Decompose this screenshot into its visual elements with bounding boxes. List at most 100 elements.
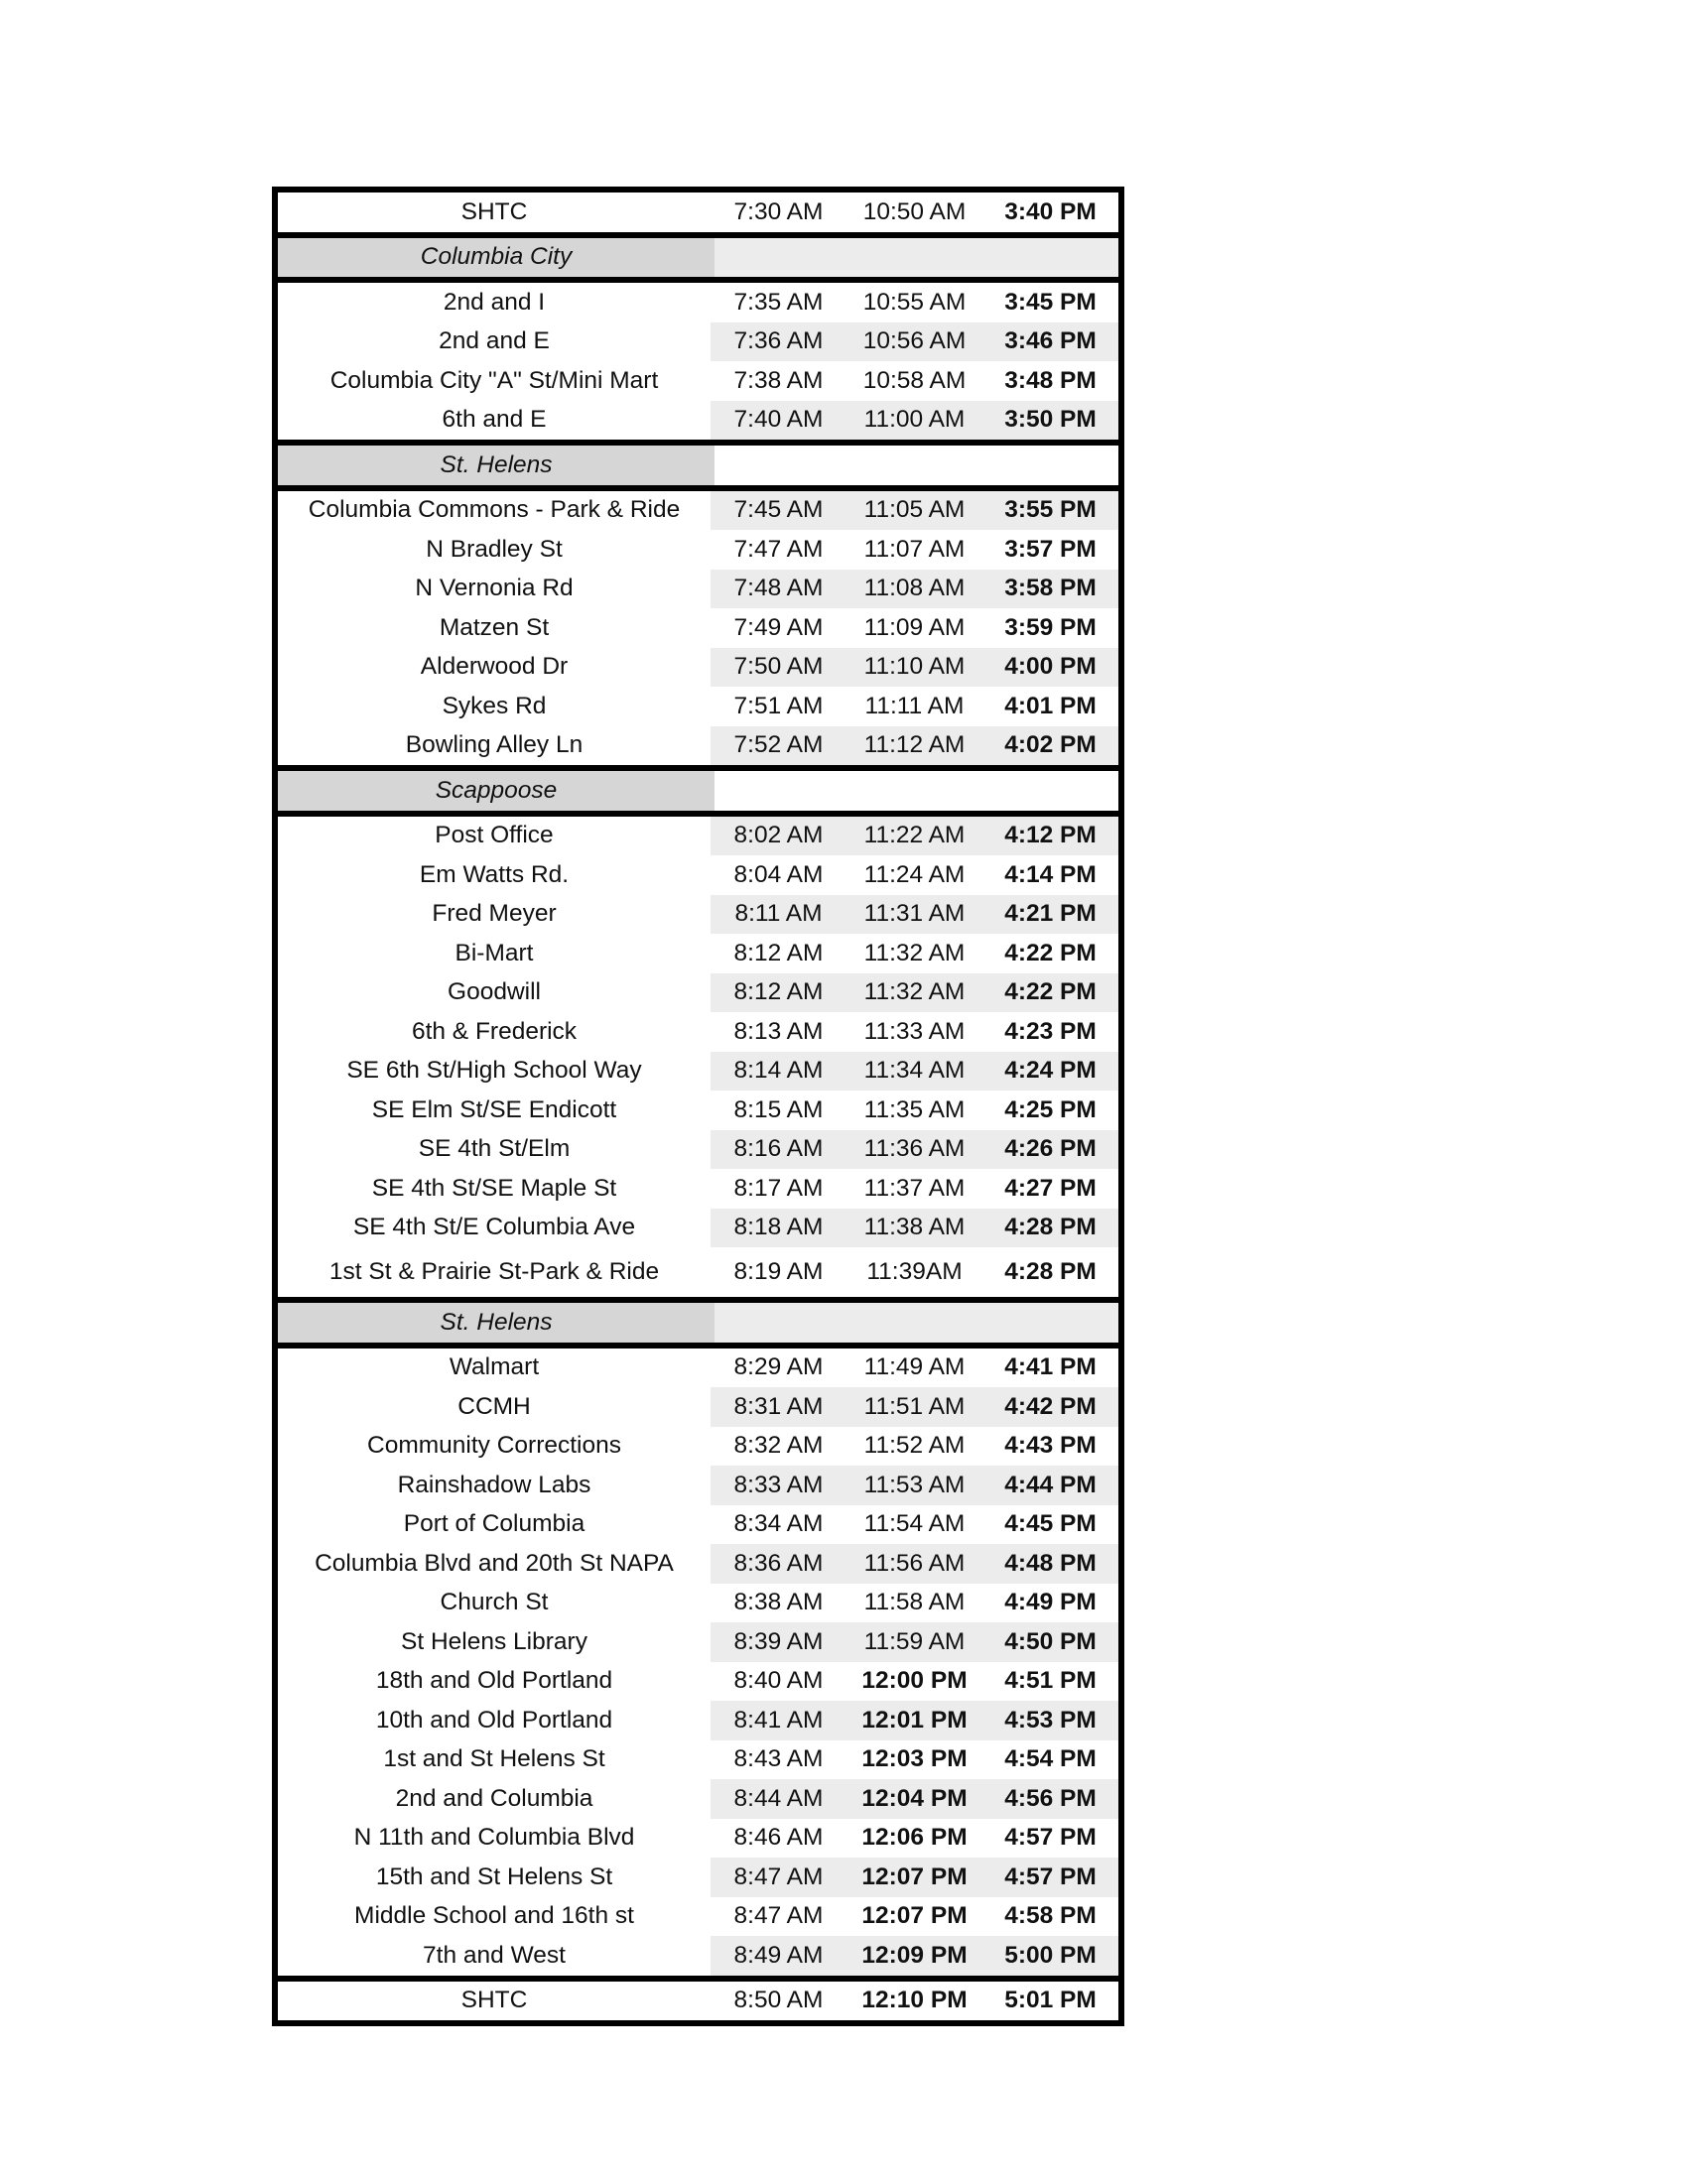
departure-time: 7:45 AM [733,496,824,524]
stop-times: 8:46 AM 12:06 PM 4:57 PM [711,1819,1118,1859]
table-row: SE 6th St/High School Way 8:14 AM 11:34 AM… [278,1051,1118,1091]
stop-name: St Helens Library [401,1627,587,1655]
stop-times: 8:44 AM 12:04 PM 4:56 PM [711,1779,1118,1819]
stop-times: 8:16 AM 11:36 AM 4:26 PM [711,1129,1118,1169]
stop-name: Em Watts Rd. [419,860,570,888]
departure-time: 4:42 PM [1004,1392,1097,1420]
departure-time: 11:31 AM [863,900,966,928]
departure-time: 3:46 PM [1004,327,1097,355]
departure-time: 12:09 PM [861,1941,968,1969]
departure-time: 8:12 AM [733,939,824,966]
departure-time: 4:44 PM [1004,1471,1097,1498]
departure-time: 8:50 AM [733,1987,824,2014]
departure-time: 4:28 PM [1004,1258,1097,1285]
stop-name: SE Elm St/SE Endicott [371,1095,617,1123]
stop-times: 8:33 AM 11:53 AM 4:44 PM [711,1466,1118,1505]
departure-time: 12:07 PM [861,1902,968,1930]
departure-time: 4:57 PM [1004,1863,1097,1890]
stop-times: 8:47 AM 12:07 PM 4:57 PM [711,1858,1118,1897]
stop-group: Walmart 8:29 AM 11:49 AM 4:41 PM CCMH 8:31 AM… [278,1348,1118,1976]
departure-time: 7:40 AM [733,406,824,434]
table-row: Em Watts Rd. 8:04 AM 11:24 AM 4:14 PM [278,855,1118,895]
table-row: Matzen St 7:49 AM 11:09 AM 3:59 PM [278,608,1118,648]
departure-time: 11:53 AM [863,1471,966,1498]
stop-name: 2nd and I [443,288,546,316]
section-header-group: Columbia City [278,237,1118,277]
stop-times: 8:13 AM 11:33 AM 4:23 PM [711,1012,1118,1052]
table-row: 6th & Frederick 8:13 AM 11:33 AM 4:23 PM [278,1012,1118,1052]
departure-time: 8:17 AM [733,1174,824,1202]
table-row: Walmart 8:29 AM 11:49 AM 4:41 PM [278,1349,1118,1388]
departure-time: 4:56 PM [1004,1784,1097,1812]
departure-time: 8:29 AM [733,1353,824,1381]
stop-times: 7:40 AM 11:00 AM 3:50 PM [711,400,1118,440]
stop-name: SHTC [460,197,528,225]
stop-name: SE 4th St/Elm [418,1135,571,1163]
section-name: St. Helens [278,1303,714,1343]
departure-time: 8:47 AM [733,1902,824,1930]
stop-times: 8:32 AM 11:52 AM 4:43 PM [711,1427,1118,1467]
departure-time: 11:34 AM [863,1057,966,1085]
departure-time: 4:57 PM [1004,1824,1097,1852]
departure-time: 4:02 PM [1004,731,1097,759]
table-row: Sykes Rd 7:51 AM 11:11 AM 4:01 PM [278,687,1118,726]
table-row: N Vernonia Rd 7:48 AM 11:08 AM 3:58 PM [278,569,1118,608]
table-row: Bi-Mart 8:12 AM 11:32 AM 4:22 PM [278,934,1118,973]
departure-time: 3:50 PM [1004,406,1097,434]
stop-times: 8:38 AM 11:58 AM 4:49 PM [711,1584,1118,1623]
stop-name: 10th and Old Portland [375,1706,613,1734]
stop-name: 7th and West [423,1941,566,1969]
stop-name: Port of Columbia [403,1510,585,1538]
stop-name: 2nd and E [439,327,550,355]
stop-times: 7:30 AM 10:50 AM 3:40 PM [711,193,1118,232]
departure-time: 10:50 AM [862,197,967,225]
table-row: 18th and Old Portland 8:40 AM 12:00 PM 4:51… [278,1662,1118,1702]
departure-time: 3:58 PM [1004,575,1097,602]
table-row: Fred Meyer 8:11 AM 11:31 AM 4:21 PM [278,894,1118,934]
stop-name: Rainshadow Labs [397,1471,591,1498]
stop-name: Columbia Commons - Park & Ride [308,496,681,524]
section-name: St. Helens [278,446,714,485]
stop-name: 1st and St Helens St [383,1745,605,1773]
departure-time: 12:03 PM [861,1745,968,1773]
stop-times: 8:39 AM 11:59 AM 4:50 PM [711,1622,1118,1662]
schedule-table: SHTC 7:30 AM 10:50 AM 3:40 PM Columbia City 2… [272,187,1124,2026]
departure-time: 4:14 PM [1004,860,1097,888]
stop-name: Middle School and 16th st [354,1902,634,1930]
section-header: St. Helens [278,446,1118,485]
stop-times: 8:43 AM 12:03 PM 4:54 PM [711,1740,1118,1780]
departure-time: 11:05 AM [863,496,966,524]
departure-time: 10:58 AM [862,366,967,394]
departure-time: 4:43 PM [1004,1432,1097,1460]
stop-group: SHTC 7:30 AM 10:50 AM 3:40 PM [278,193,1118,232]
stop-name: Community Corrections [367,1432,621,1460]
departure-time: 4:12 PM [1004,822,1097,849]
departure-time: 4:58 PM [1004,1902,1097,1930]
departure-time: 4:22 PM [1004,978,1097,1006]
table-row: 2nd and Columbia 8:44 AM 12:04 PM 4:56 PM [278,1779,1118,1819]
departure-time: 11:59 AM [863,1627,966,1655]
departure-time: 8:11 AM [734,900,823,928]
stop-times: 7:52 AM 11:12 AM 4:02 PM [711,725,1118,765]
section-header-blank [714,1303,1118,1343]
stop-name: Columbia City "A" St/Mini Mart [329,366,659,394]
table-row: N Bradley St 7:47 AM 11:07 AM 3:57 PM [278,530,1118,570]
stop-name: Bi-Mart [454,939,534,966]
departure-time: 4:22 PM [1004,939,1097,966]
table-row: Rainshadow Labs 8:33 AM 11:53 AM 4:44 PM [278,1466,1118,1505]
departure-time: 7:38 AM [733,366,824,394]
stop-name: 1st St & Prairie St-Park & Ride [328,1258,660,1285]
section-header-group: St. Helens [278,446,1118,485]
stop-name: 15th and St Helens St [375,1863,613,1890]
departure-time: 8:46 AM [733,1824,824,1852]
section-header-blank [714,771,1118,811]
departure-time: 8:49 AM [733,1941,824,1969]
departure-time: 7:51 AM [733,692,824,719]
departure-time: 8:40 AM [733,1667,824,1695]
stop-name: SHTC [460,1987,528,2014]
stop-name: N 11th and Columbia Blvd [353,1824,635,1852]
table-row: Post Office 8:02 AM 11:22 AM 4:12 PM [278,816,1118,855]
section-header-group: St. Helens [278,1303,1118,1343]
departure-time: 11:22 AM [863,822,966,849]
stop-times: 8:49 AM 12:09 PM 5:00 PM [711,1936,1118,1976]
